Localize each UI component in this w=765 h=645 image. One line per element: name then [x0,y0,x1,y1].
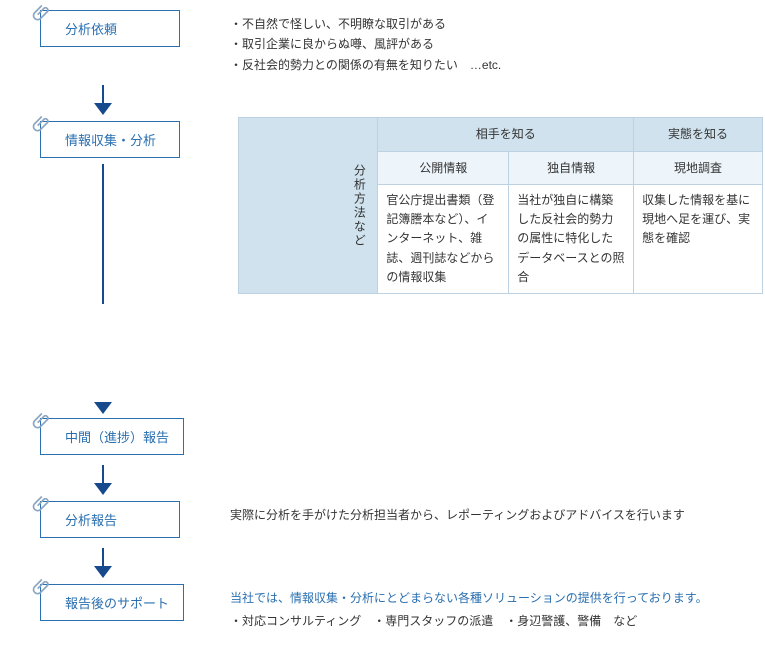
step-left-3: 中間（進捗）報告 [40,418,210,455]
step1-bullets: 不自然で怪しい、不明瞭な取引がある 取引企業に良からぬ噂、風評がある 反社会的勢… [210,10,755,75]
table-col-onsite: 現地調査 [634,151,763,184]
step4-text: 実際に分析を手がけた分析担当者から、レポーティングおよびアドバイスを行います [210,501,755,525]
arrow-2 [40,158,104,414]
step5-content: 当社では、情報収集・分析にとどまらない各種ソリューションの提供を行っております。… [210,584,755,631]
step-row-2: 情報収集・分析 分析方法など 相手を知る 実態を知る 公開情報 独自情報 現地調… [40,121,755,414]
bullet: 反社会的勢力との関係の有無を知りたい …etc. [230,55,755,75]
step-box-collect: 情報収集・分析 [40,121,180,158]
table-col-proprietary: 独自情報 [509,151,634,184]
support-services: ・対応コンサルティング ・専門スタッフの派遣 ・身辺警護、警備 など [230,611,755,631]
step-box-support: 報告後のサポート [40,584,184,621]
step-label: 報告後のサポート [65,596,169,611]
step-left-2: 情報収集・分析 [40,121,210,414]
analysis-methods-table: 分析方法など 相手を知る 実態を知る 公開情報 独自情報 現地調査 官公庁提出書… [238,117,763,294]
paperclip-icon [31,3,51,23]
step-row-3: 中間（進捗）報告 [40,418,755,455]
step-box-interim: 中間（進捗）報告 [40,418,184,455]
step-left-4: 分析報告 [40,501,210,538]
paperclip-icon [31,114,51,134]
arrow-1 [40,79,755,121]
step-box-report: 分析報告 [40,501,180,538]
step-label: 情報収集・分析 [65,133,156,148]
paperclip-icon [31,577,51,597]
paperclip-icon [31,494,51,514]
step-label: 分析依頼 [65,22,117,37]
table-group-know-partner: 相手を知る [378,118,634,151]
step-box-request: 分析依頼 [40,10,180,47]
table-vhead: 分析方法など [239,118,378,294]
table-col-public: 公開情報 [378,151,509,184]
step-left-5: 報告後のサポート [40,584,210,621]
step-row-1: 分析依頼 不自然で怪しい、不明瞭な取引がある 取引企業に良からぬ噂、風評がある … [40,10,755,75]
step-row-4: 分析報告 実際に分析を手がけた分析担当者から、レポーティングおよびアドバイスを行… [40,501,755,538]
table-cell: 当社が独自に構築した反社会的勢力の属性に特化したデータベースとの照合 [509,184,634,293]
arrow-4 [40,542,755,584]
arrow-3 [40,459,755,501]
bullet: 不自然で怪しい、不明瞭な取引がある [230,14,755,34]
step-label: 中間（進捗）報告 [65,430,169,445]
step2-table-wrap: 分析方法など 相手を知る 実態を知る 公開情報 独自情報 現地調査 官公庁提出書… [210,121,755,294]
step-row-5: 報告後のサポート 当社では、情報収集・分析にとどまらない各種ソリューションの提供… [40,584,755,631]
table-cell: 官公庁提出書類（登記簿謄本など）、インターネット、雑誌、週刊誌などからの情報収集 [378,184,509,293]
table-group-know-reality: 実態を知る [634,118,763,151]
paperclip-icon [31,411,51,431]
step-label: 分析報告 [65,513,117,528]
bullet: 取引企業に良からぬ噂、風評がある [230,34,755,54]
table-cell: 収集した情報を基に現地へ足を運び、実態を確認 [634,184,763,293]
support-lead: 当社では、情報収集・分析にとどまらない各種ソリューションの提供を行っております。 [230,588,755,608]
step-left-1: 分析依頼 [40,10,210,47]
